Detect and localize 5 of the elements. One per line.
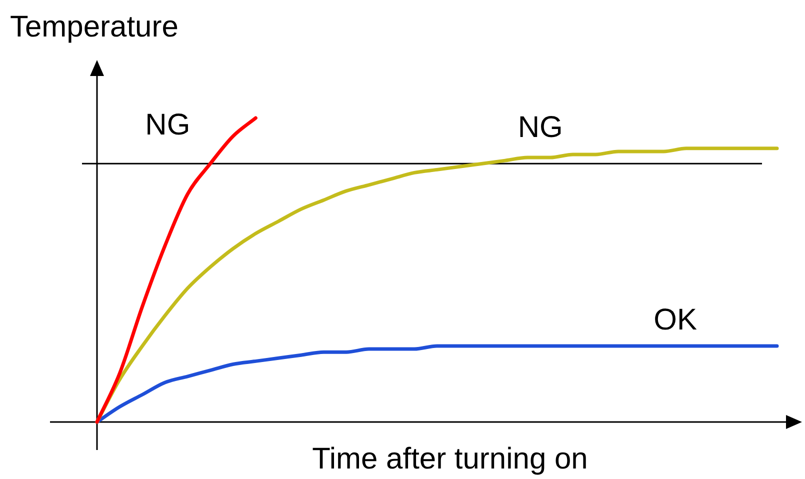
series-label: NG — [145, 108, 190, 142]
series-label: NG — [518, 110, 563, 144]
series-label: OK — [654, 303, 698, 336]
x-axis-title: Time after turning on — [312, 442, 588, 476]
y-axis-title: Temperature — [10, 10, 178, 44]
